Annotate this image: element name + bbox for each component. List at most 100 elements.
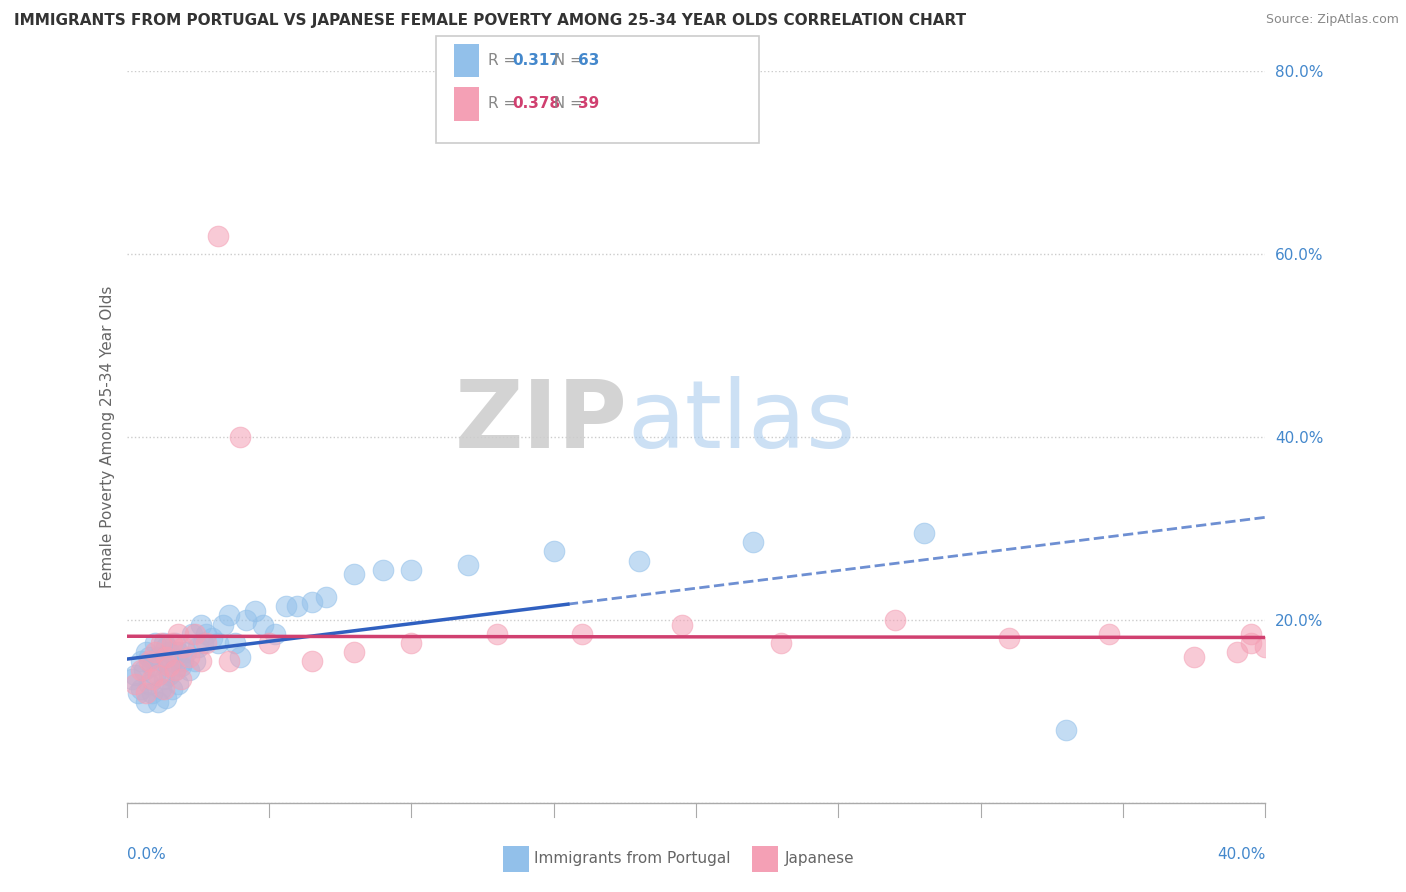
Point	[190, 654, 212, 668]
Point	[301, 594, 323, 608]
Point	[343, 645, 366, 659]
Point	[138, 649, 160, 664]
Point	[1098, 626, 1121, 640]
Point	[143, 636, 166, 650]
Point	[169, 658, 191, 673]
Point	[252, 617, 274, 632]
Point	[263, 626, 285, 640]
Point	[127, 686, 149, 700]
Point	[315, 590, 337, 604]
Point	[169, 673, 191, 687]
Point	[160, 654, 183, 668]
Point	[193, 636, 215, 650]
Point	[671, 617, 693, 632]
Point	[229, 649, 252, 664]
Point	[157, 658, 180, 673]
Point	[218, 608, 240, 623]
Point	[138, 654, 160, 668]
Point	[184, 654, 207, 668]
Point	[176, 645, 198, 659]
Point	[141, 673, 163, 687]
Point	[1226, 645, 1249, 659]
Text: R =: R =	[488, 96, 522, 112]
Point	[146, 649, 169, 664]
Point	[485, 626, 508, 640]
Point	[181, 626, 204, 640]
Point	[179, 649, 201, 664]
Point	[401, 636, 423, 650]
Point	[143, 667, 166, 681]
Point	[229, 430, 252, 444]
Point	[160, 681, 183, 696]
Point	[212, 617, 235, 632]
Point	[1054, 723, 1077, 737]
Text: IMMIGRANTS FROM PORTUGAL VS JAPANESE FEMALE POVERTY AMONG 25-34 YEAR OLDS CORREL: IMMIGRANTS FROM PORTUGAL VS JAPANESE FEM…	[14, 13, 966, 29]
Point	[135, 686, 157, 700]
Point	[628, 553, 651, 567]
Point	[207, 229, 229, 244]
Point	[172, 640, 194, 655]
Text: N =: N =	[544, 96, 588, 112]
Text: N =: N =	[544, 53, 588, 68]
Point	[457, 558, 479, 573]
Point	[184, 626, 207, 640]
Point	[742, 535, 765, 549]
Text: atlas: atlas	[627, 376, 856, 468]
Point	[135, 695, 157, 709]
Point	[257, 636, 280, 650]
Point	[884, 613, 907, 627]
Point	[166, 677, 188, 691]
Point	[149, 681, 172, 696]
Point	[155, 649, 177, 664]
Point	[149, 654, 172, 668]
Point	[129, 663, 152, 677]
Point	[1240, 636, 1263, 650]
Point	[195, 626, 218, 640]
Text: R =: R =	[488, 53, 522, 68]
Point	[401, 563, 423, 577]
Point	[190, 617, 212, 632]
Point	[135, 645, 157, 659]
Text: Immigrants from Portugal: Immigrants from Portugal	[534, 852, 731, 866]
Point	[187, 640, 209, 655]
Point	[143, 645, 166, 659]
Point	[207, 636, 229, 650]
Point	[218, 654, 240, 668]
Point	[163, 663, 186, 677]
Text: 0.317: 0.317	[512, 53, 560, 68]
Point	[543, 544, 565, 558]
Point	[157, 667, 180, 681]
Point	[224, 636, 246, 650]
Point	[146, 695, 169, 709]
Text: ZIP: ZIP	[454, 376, 627, 468]
Point	[998, 632, 1021, 646]
Text: 0.0%: 0.0%	[127, 847, 166, 862]
Point	[149, 636, 172, 650]
Point	[1254, 640, 1277, 655]
Point	[163, 636, 186, 650]
Point	[129, 681, 152, 696]
Point	[343, 567, 366, 582]
Point	[770, 636, 793, 650]
Text: Source: ZipAtlas.com: Source: ZipAtlas.com	[1265, 13, 1399, 27]
Point	[1240, 626, 1263, 640]
Point	[163, 663, 186, 677]
Y-axis label: Female Poverty Among 25-34 Year Olds: Female Poverty Among 25-34 Year Olds	[100, 286, 115, 588]
Text: 0.378: 0.378	[512, 96, 560, 112]
Point	[124, 667, 146, 681]
Text: 40.0%: 40.0%	[1218, 847, 1265, 862]
Point	[121, 673, 143, 687]
Point	[301, 654, 323, 668]
Point	[155, 690, 177, 705]
Point	[287, 599, 309, 614]
Point	[274, 599, 297, 614]
Point	[152, 673, 174, 687]
Point	[172, 654, 194, 668]
Point	[912, 526, 935, 541]
Point	[195, 636, 218, 650]
Point	[571, 626, 593, 640]
Point	[235, 613, 257, 627]
Point	[141, 686, 163, 700]
Point	[160, 636, 183, 650]
Point	[243, 604, 266, 618]
